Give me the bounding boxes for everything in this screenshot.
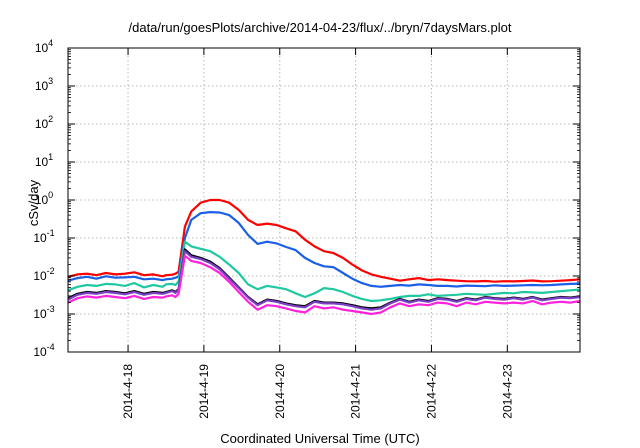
y-tick-label: 103 bbox=[35, 76, 53, 93]
series-line-5 bbox=[67, 250, 581, 311]
y-tick-labels: 10-4 10-3 10-2 10-1 100 101 102 103 104 bbox=[33, 38, 54, 359]
series-line-6 bbox=[67, 254, 581, 316]
y-tick-label: 102 bbox=[35, 114, 53, 131]
chart-title: /data/run/goesPlots/archive/2014-04-23/f… bbox=[128, 20, 512, 35]
series-line-3 bbox=[67, 240, 581, 303]
x-tick-label: 2014-4-23 bbox=[500, 364, 514, 419]
x-tick-label: 2014-4-22 bbox=[424, 364, 438, 419]
x-axis-label: Coordinated Universal Time (UTC) bbox=[220, 431, 420, 446]
x-tick-label: 2014-4-21 bbox=[349, 364, 363, 419]
ticks bbox=[68, 47, 580, 353]
series-line-2 bbox=[67, 211, 581, 288]
x-tick-label: 2014-4-20 bbox=[273, 364, 287, 419]
y-tick-label: 10-3 bbox=[33, 304, 54, 321]
y-tick-label: 10-4 bbox=[33, 342, 54, 359]
x-tick-label: 2014-4-19 bbox=[197, 364, 211, 419]
series-group bbox=[67, 198, 581, 316]
x-tick-label: 2014-4-18 bbox=[121, 364, 135, 419]
y-tick-label: 10-2 bbox=[33, 266, 54, 283]
y-tick-label: 101 bbox=[35, 152, 53, 169]
series-line-1 bbox=[67, 198, 581, 283]
y-tick-label: 100 bbox=[35, 190, 53, 207]
y-tick-label: 10-1 bbox=[33, 228, 54, 245]
grid bbox=[68, 48, 580, 352]
x-tick-labels: 2014-4-18 2014-4-19 2014-4-20 2014-4-21 2014… bbox=[121, 364, 514, 419]
y-tick-label: 104 bbox=[35, 38, 53, 55]
